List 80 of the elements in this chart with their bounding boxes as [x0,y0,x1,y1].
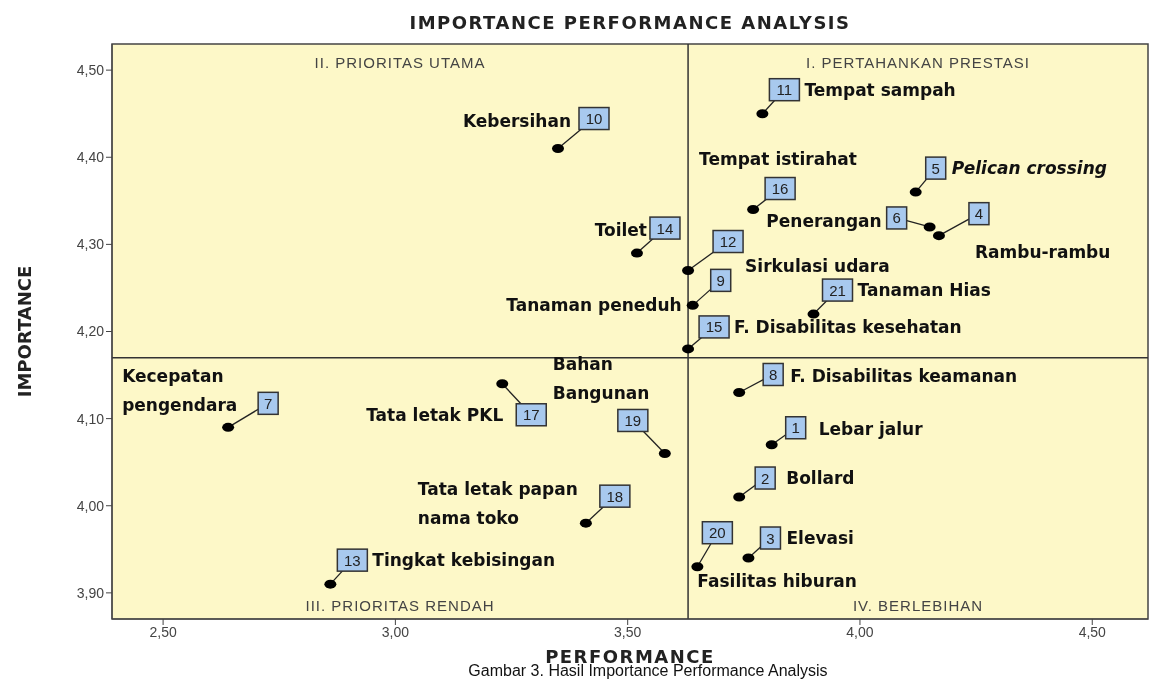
x-tick-label: 3,50 [614,623,642,640]
annotation: 3 [766,529,775,547]
point [551,144,564,154]
annotation: Tanaman peneduh [506,295,682,316]
y-tick-label: 4,50 [76,62,105,79]
point [756,109,769,119]
point [733,387,746,397]
annotation: 20 [709,524,726,542]
annotation: Bahan Bangunan [552,354,650,404]
point [658,448,671,458]
annotation: Tata letak papan nama toko [417,479,578,529]
point [324,579,337,589]
annotation: 10 [585,110,603,128]
annotation: Sirkulasi udara [745,255,890,276]
chart-title: IMPORTANCE PERFORMANCE ANALYSIS [409,11,851,33]
y-tick-label: 4,30 [76,236,105,253]
annotation: F. Disabilitas kesehatan [734,316,962,337]
annotation: 1 [791,419,800,437]
annotation: Toilet [594,220,647,241]
annotation: Lebar jalur [818,418,924,439]
y-tick-label: 4,20 [76,323,105,340]
annotation: 16 [771,180,789,198]
annotation: 6 [892,209,901,227]
point [691,562,704,572]
annotation: 18 [606,487,624,505]
annotation: Penerangan [766,210,882,231]
annotation: Tanaman Hias [857,280,991,301]
x-tick-label: 2,50 [149,623,177,640]
annotation: IV. BERLEBIHAN [852,596,984,614]
annotation: 12 [719,233,737,251]
point [923,222,936,232]
x-tick-label: 4,50 [1078,623,1107,640]
point [686,300,699,310]
point [630,248,643,258]
point [579,518,592,528]
y-tick-label: 4,40 [76,149,105,166]
annotation: Tempat istirahat [699,148,857,169]
annotation: II. PRIORITAS UTAMA [314,53,486,71]
x-tick-label: 4,00 [846,623,874,640]
annotation: Tempat sampah [804,79,956,100]
annotation: 8 [769,365,778,383]
annotation: Elevasi [786,528,854,549]
annotation: 17 [522,406,540,424]
annotation: 15 [705,318,723,336]
annotation: Tingkat kebisingan [372,550,556,571]
annotation: I. PERTAHANKAN PRESTASI [806,53,1030,71]
annotation: F. Disabilitas keamanan [790,366,1018,387]
annotation: 5 [931,159,940,177]
annotation: 13 [344,551,361,569]
y-tick-label: 4,10 [76,410,105,427]
annotation: III. PRIORITAS RENDAH [305,596,495,614]
point [682,344,695,354]
annotation: 11 [776,81,793,99]
point [807,309,820,319]
annotation: 14 [656,219,674,237]
x-tick-label: 3,00 [381,623,410,640]
annotation: 2 [761,469,770,487]
point [222,422,235,432]
annotation: 19 [624,411,642,429]
annotation: 9 [716,271,725,289]
annotation: 4 [974,205,984,223]
point [733,492,746,502]
y-tick-label: 4,00 [76,497,105,514]
annotation: Rambu-rambu [974,241,1111,262]
annotation: Fasilitas hiburan [697,570,857,591]
point [932,231,945,241]
annotation: 7 [263,394,273,412]
point [909,187,922,197]
annotation: Kecepatan pengendara [122,366,238,416]
point [747,205,760,215]
point [682,266,695,276]
y-tick-label: 3,90 [76,584,105,601]
point [765,440,778,450]
point [496,379,509,389]
annotation: 21 [829,281,846,299]
annotation: Tata letak PKL [366,404,504,425]
y-axis-title: IMPORTANCE [13,265,35,398]
annotation: Pelican crossing [951,158,1107,179]
annotation: Bollard [786,468,855,489]
annotation: Kebersihan [462,110,571,131]
